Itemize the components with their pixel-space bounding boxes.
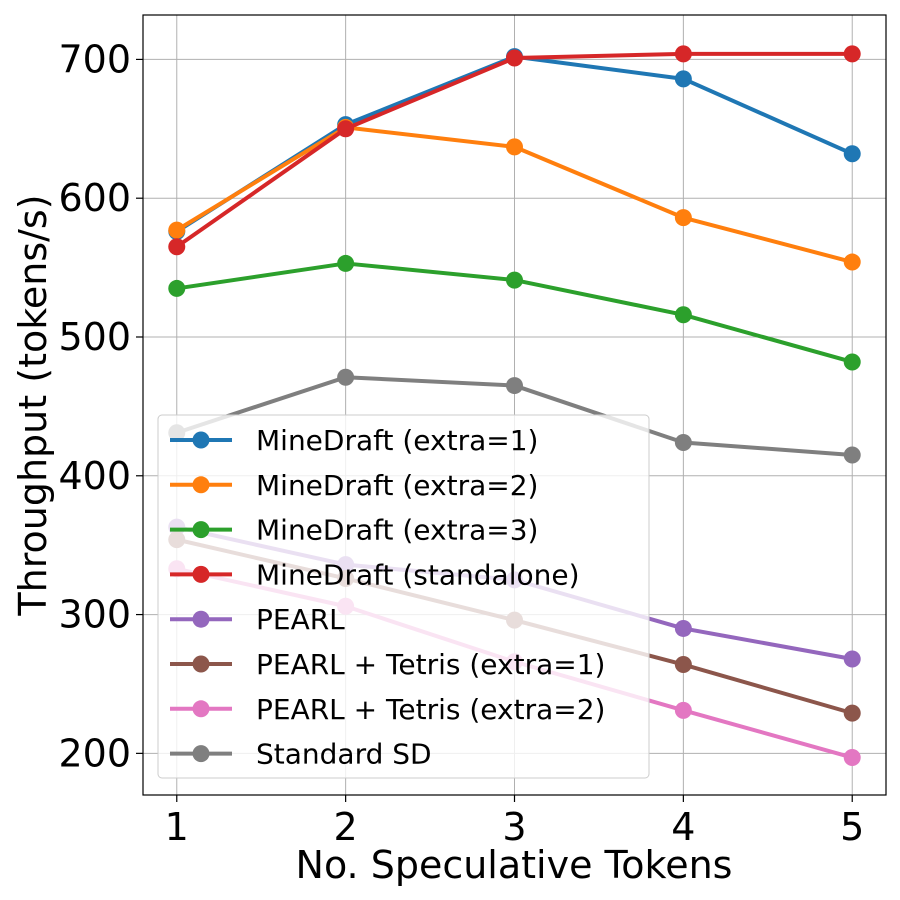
y-tick-label: 600 [58, 176, 131, 220]
legend-label: Standard SD [256, 738, 432, 771]
data-point [337, 254, 355, 272]
data-point [843, 704, 861, 722]
x-axis-title: No. Speculative Tokens [296, 843, 733, 887]
legend-swatch-marker [192, 476, 210, 494]
legend-label: MineDraft (extra=3) [256, 514, 538, 547]
legend-entry: PEARL + Tetris (extra=1) [170, 648, 605, 681]
data-point [843, 253, 861, 271]
legend-label: MineDraft (standalone) [256, 558, 580, 591]
y-axis-title: Throughput (tokens/s) [11, 194, 55, 616]
data-point [337, 368, 355, 386]
series-7 [168, 368, 861, 464]
x-axis-ticks: 1 2 3 4 5 [165, 795, 864, 849]
legend-entry: MineDraft (extra=2) [170, 469, 538, 502]
data-point [843, 145, 861, 163]
y-tick-label: 500 [58, 315, 131, 359]
data-point [674, 70, 692, 88]
legend-swatch-marker [192, 610, 210, 628]
y-tick-label: 700 [58, 37, 131, 81]
data-point [843, 650, 861, 668]
data-point [674, 45, 692, 63]
x-tick-label: 5 [840, 805, 864, 849]
series-2 [168, 254, 861, 371]
y-axis-ticks: 200 300 400 500 600 700 [58, 37, 143, 775]
data-point [506, 49, 523, 67]
legend-entry: Standard SD [170, 738, 432, 771]
data-point [674, 701, 692, 719]
data-point [168, 221, 186, 239]
data-point [168, 279, 186, 297]
legend-swatch-marker [192, 431, 210, 449]
y-tick-label: 200 [58, 731, 131, 775]
data-point [674, 306, 692, 324]
data-point [337, 120, 355, 138]
legend-swatch-marker [192, 521, 210, 539]
series-3 [168, 45, 861, 256]
legend-entry: MineDraft (extra=1) [170, 424, 538, 457]
data-point [843, 45, 861, 63]
data-point [843, 353, 861, 371]
data-point [506, 138, 523, 156]
data-point [674, 619, 692, 637]
legend-entry: PEARL [170, 603, 345, 636]
x-tick-label: 4 [671, 805, 695, 849]
data-point [674, 656, 692, 674]
legend-label: PEARL + Tetris (extra=2) [256, 693, 605, 726]
legend-box [157, 414, 650, 779]
data-point [674, 433, 692, 451]
x-tick-label: 1 [165, 805, 189, 849]
data-point [168, 238, 186, 256]
legend-swatch-marker [192, 655, 210, 673]
data-point [843, 749, 861, 767]
legend-label: PEARL [256, 603, 345, 636]
legend-entry: MineDraft (standalone) [170, 558, 580, 591]
legend-entry: PEARL + Tetris (extra=2) [170, 693, 605, 726]
x-tick-label: 2 [334, 805, 358, 849]
legend-swatch-marker [192, 745, 210, 763]
legend-swatch-marker [192, 565, 210, 583]
data-point [506, 271, 523, 289]
y-tick-label: 300 [58, 593, 131, 637]
y-tick-label: 400 [58, 454, 131, 498]
legend-label: PEARL + Tetris (extra=1) [256, 648, 605, 681]
data-point [506, 377, 523, 395]
legend-label: MineDraft (extra=1) [256, 424, 538, 457]
data-point [674, 209, 692, 227]
legend: MineDraft (extra=1) MineDraft (extra=2) Mi… [157, 414, 650, 779]
legend-entry: MineDraft (extra=3) [170, 514, 538, 547]
legend-swatch-marker [192, 700, 210, 718]
data-point [843, 446, 861, 464]
legend-label: MineDraft (extra=2) [256, 469, 538, 502]
x-tick-label: 3 [502, 805, 526, 849]
